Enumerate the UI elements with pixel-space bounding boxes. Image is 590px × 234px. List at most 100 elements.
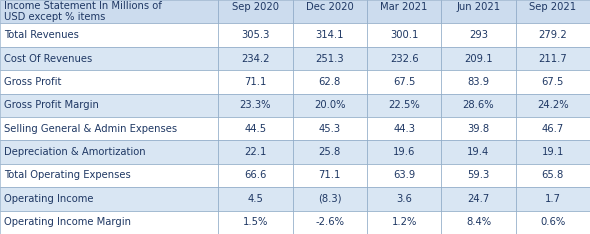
Bar: [441, 94, 516, 117]
Bar: [516, 117, 590, 140]
Bar: [367, 0, 441, 23]
Bar: [0, 23, 218, 47]
Bar: [441, 140, 516, 164]
Text: 39.8: 39.8: [467, 124, 490, 134]
Bar: [441, 47, 516, 70]
Text: Gross Profit: Gross Profit: [4, 77, 61, 87]
Text: 19.6: 19.6: [393, 147, 415, 157]
Text: 211.7: 211.7: [539, 54, 567, 63]
Bar: [516, 140, 590, 164]
Bar: [516, 94, 590, 117]
Bar: [367, 117, 441, 140]
Text: Operating Income: Operating Income: [4, 194, 94, 204]
Text: 46.7: 46.7: [542, 124, 564, 134]
Text: 67.5: 67.5: [542, 77, 564, 87]
Text: 71.1: 71.1: [244, 77, 267, 87]
Text: 234.2: 234.2: [241, 54, 270, 63]
Text: 22.1: 22.1: [244, 147, 267, 157]
Bar: [0, 164, 218, 187]
Text: 279.2: 279.2: [539, 30, 567, 40]
Bar: [218, 0, 293, 23]
Text: Sep 2020: Sep 2020: [232, 2, 279, 12]
Bar: [367, 47, 441, 70]
Bar: [0, 117, 218, 140]
Text: Total Revenues: Total Revenues: [4, 30, 79, 40]
Bar: [0, 140, 218, 164]
Text: 3.6: 3.6: [396, 194, 412, 204]
Text: Income Statement In Millions of
USD except % items: Income Statement In Millions of USD exce…: [4, 1, 162, 22]
Text: 83.9: 83.9: [467, 77, 490, 87]
Text: 59.3: 59.3: [467, 171, 490, 180]
Bar: [218, 187, 293, 211]
Text: 45.3: 45.3: [319, 124, 341, 134]
Text: 28.6%: 28.6%: [463, 100, 494, 110]
Bar: [293, 164, 367, 187]
Bar: [293, 47, 367, 70]
Bar: [293, 140, 367, 164]
Text: 0.6%: 0.6%: [540, 217, 565, 227]
Text: 232.6: 232.6: [390, 54, 418, 63]
Text: Operating Income Margin: Operating Income Margin: [4, 217, 131, 227]
Bar: [218, 140, 293, 164]
Text: 65.8: 65.8: [542, 171, 564, 180]
Bar: [293, 0, 367, 23]
Bar: [516, 23, 590, 47]
Text: 44.3: 44.3: [393, 124, 415, 134]
Bar: [0, 94, 218, 117]
Text: 62.8: 62.8: [319, 77, 341, 87]
Bar: [516, 0, 590, 23]
Bar: [516, 164, 590, 187]
Text: 1.5%: 1.5%: [242, 217, 268, 227]
Bar: [367, 23, 441, 47]
Text: 66.6: 66.6: [244, 171, 267, 180]
Bar: [293, 94, 367, 117]
Text: Selling General & Admin Expenses: Selling General & Admin Expenses: [4, 124, 177, 134]
Text: Depreciation & Amortization: Depreciation & Amortization: [4, 147, 146, 157]
Bar: [218, 70, 293, 94]
Bar: [293, 211, 367, 234]
Text: 24.2%: 24.2%: [537, 100, 569, 110]
Bar: [367, 211, 441, 234]
Text: 251.3: 251.3: [316, 54, 344, 63]
Text: 300.1: 300.1: [390, 30, 418, 40]
Text: 44.5: 44.5: [244, 124, 267, 134]
Bar: [0, 47, 218, 70]
Bar: [0, 70, 218, 94]
Text: Dec 2020: Dec 2020: [306, 2, 353, 12]
Bar: [367, 70, 441, 94]
Bar: [218, 117, 293, 140]
Bar: [441, 70, 516, 94]
Text: Sep 2021: Sep 2021: [529, 2, 576, 12]
Bar: [218, 47, 293, 70]
Text: Mar 2021: Mar 2021: [381, 2, 428, 12]
Text: 293: 293: [469, 30, 488, 40]
Text: 71.1: 71.1: [319, 171, 341, 180]
Text: 4.5: 4.5: [248, 194, 263, 204]
Text: 25.8: 25.8: [319, 147, 341, 157]
Bar: [441, 211, 516, 234]
Bar: [516, 211, 590, 234]
Bar: [293, 117, 367, 140]
Bar: [367, 94, 441, 117]
Bar: [441, 23, 516, 47]
Bar: [218, 23, 293, 47]
Text: 67.5: 67.5: [393, 77, 415, 87]
Bar: [0, 211, 218, 234]
Bar: [441, 164, 516, 187]
Bar: [516, 187, 590, 211]
Text: 63.9: 63.9: [393, 171, 415, 180]
Bar: [367, 164, 441, 187]
Text: 8.4%: 8.4%: [466, 217, 491, 227]
Text: 314.1: 314.1: [316, 30, 344, 40]
Bar: [441, 117, 516, 140]
Text: 209.1: 209.1: [464, 54, 493, 63]
Bar: [218, 94, 293, 117]
Bar: [516, 47, 590, 70]
Text: 19.4: 19.4: [467, 147, 490, 157]
Text: 23.3%: 23.3%: [240, 100, 271, 110]
Bar: [293, 70, 367, 94]
Bar: [218, 164, 293, 187]
Text: -2.6%: -2.6%: [315, 217, 345, 227]
Text: Jun 2021: Jun 2021: [457, 2, 500, 12]
Bar: [293, 23, 367, 47]
